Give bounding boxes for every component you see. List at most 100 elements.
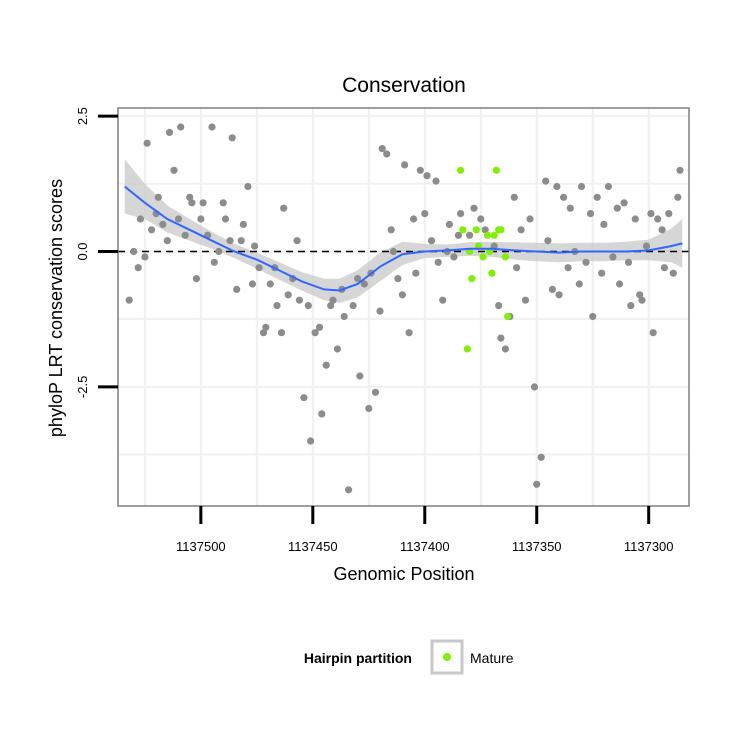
point-other [510, 193, 518, 201]
point-other [125, 296, 133, 304]
point-other [477, 215, 485, 223]
point-other [349, 302, 357, 310]
point-other [333, 345, 341, 353]
point-other [674, 193, 682, 201]
point-other [300, 394, 308, 402]
point-other [318, 410, 326, 418]
point-other [450, 253, 458, 261]
point-other [315, 323, 324, 331]
point-other [564, 264, 572, 272]
y-tick-label: 2.5 [75, 107, 90, 125]
point-mature [504, 312, 512, 321]
point-other [566, 204, 574, 212]
point-other [136, 215, 144, 223]
point-other [669, 269, 677, 277]
point-other [658, 226, 666, 234]
point-other [188, 199, 196, 207]
point-other [434, 258, 442, 266]
point-other [481, 226, 489, 234]
point-other [593, 193, 601, 201]
point-other [521, 296, 530, 304]
point-other [376, 307, 384, 315]
point-other [208, 123, 216, 131]
confidence-ribbon-layer [124, 159, 683, 303]
point-other [199, 199, 207, 207]
point-other [186, 193, 194, 201]
point-other [542, 177, 550, 185]
legend-key-mature-point [443, 653, 451, 661]
plot-panel [118, 108, 689, 506]
point-other [676, 166, 684, 174]
point-mature [490, 231, 498, 239]
point-other [154, 193, 162, 201]
y-tick-label: 0.0 [75, 242, 90, 260]
point-mature [492, 166, 500, 174]
point-other [470, 204, 478, 212]
point-other [427, 237, 436, 245]
legend: Hairpin partition Mature [304, 639, 514, 675]
point-other [631, 215, 639, 223]
point-other [233, 285, 241, 293]
smooth-fit-line [124, 185, 683, 292]
point-other [647, 210, 655, 218]
point-other [423, 172, 431, 180]
point-other [293, 237, 301, 245]
point-other [262, 323, 270, 331]
point-other [548, 285, 557, 293]
point-mature [488, 269, 496, 277]
point-mature [468, 275, 476, 283]
point-other [360, 280, 368, 288]
x-axis-title: Genomic Position [333, 564, 474, 584]
point-other [365, 404, 373, 413]
point-other [354, 275, 362, 283]
point-mature [501, 253, 509, 261]
point-other [311, 329, 319, 337]
point-other [273, 302, 281, 310]
point-other [553, 182, 561, 191]
point-other [620, 199, 628, 207]
point-other [609, 253, 617, 261]
point-other [163, 237, 171, 245]
x-tick-label: 1137400 [400, 539, 450, 554]
point-other [174, 215, 183, 223]
point-other [248, 280, 256, 288]
point-other [598, 269, 606, 277]
point-other [530, 383, 539, 391]
legend-label-mature: Mature [470, 650, 514, 666]
point-other [197, 215, 205, 223]
point-other [134, 264, 142, 272]
plot-panel-border [117, 107, 690, 507]
point-other [340, 312, 348, 321]
point-other [165, 128, 174, 136]
point-other [575, 280, 583, 288]
point-other [577, 182, 586, 191]
point-other [412, 269, 420, 277]
point-mature [483, 231, 492, 239]
point-other [215, 247, 223, 256]
chart-title: Conservation [342, 74, 466, 97]
point-other [141, 253, 149, 261]
point-other [613, 204, 621, 212]
point-mature [497, 226, 505, 234]
point-other [654, 215, 662, 223]
x-tick-label: 1137350 [512, 539, 562, 554]
point-other [148, 226, 156, 234]
point-other [327, 302, 335, 310]
point-other [445, 220, 453, 228]
point-other [513, 264, 521, 272]
point-other [221, 215, 230, 223]
point-other [405, 329, 413, 337]
point-other [466, 231, 474, 239]
point-other [586, 210, 595, 218]
point-other [421, 210, 429, 218]
point-other [636, 291, 644, 299]
point-other [170, 166, 178, 174]
legend-title: Hairpin partition [304, 650, 412, 666]
point-other [159, 220, 167, 228]
point-other [383, 150, 391, 158]
point-other [638, 296, 646, 304]
point-other [219, 199, 227, 207]
point-other [181, 231, 189, 239]
point-other [501, 345, 509, 353]
x-tick-label: 1137300 [624, 539, 674, 554]
